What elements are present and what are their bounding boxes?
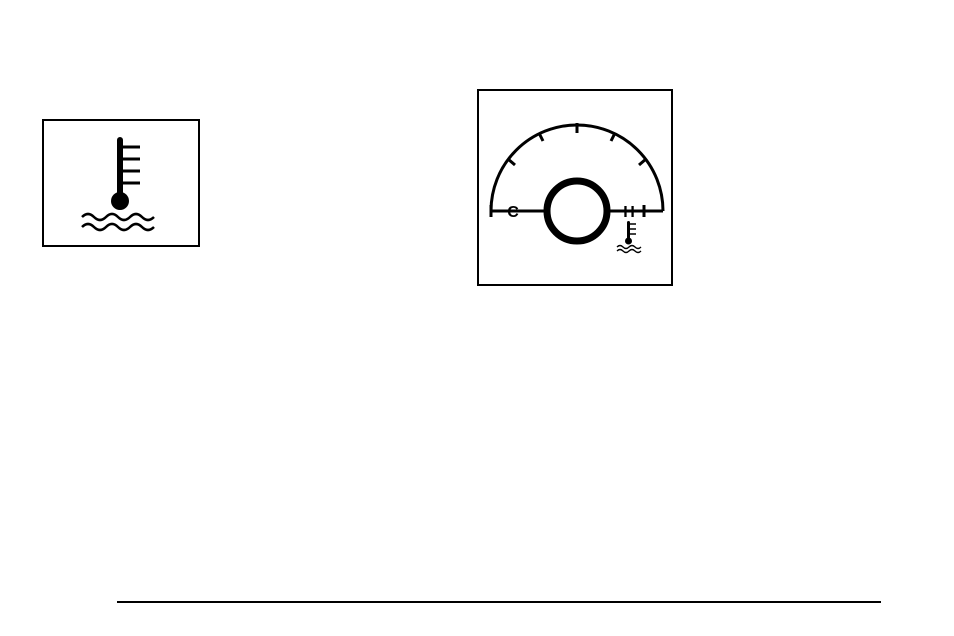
coolant-temp-symbol-panel — [42, 119, 200, 247]
gauge-hot-label: H — [623, 204, 635, 221]
coolant-temp-gauge-panel: C H — [477, 89, 673, 286]
gauge-cold-label: C — [507, 204, 519, 221]
temperature-gauge-icon: C H — [479, 91, 671, 284]
thermometer-icon — [44, 121, 198, 245]
page-divider — [117, 601, 881, 603]
mini-thermometer-icon — [617, 221, 641, 253]
